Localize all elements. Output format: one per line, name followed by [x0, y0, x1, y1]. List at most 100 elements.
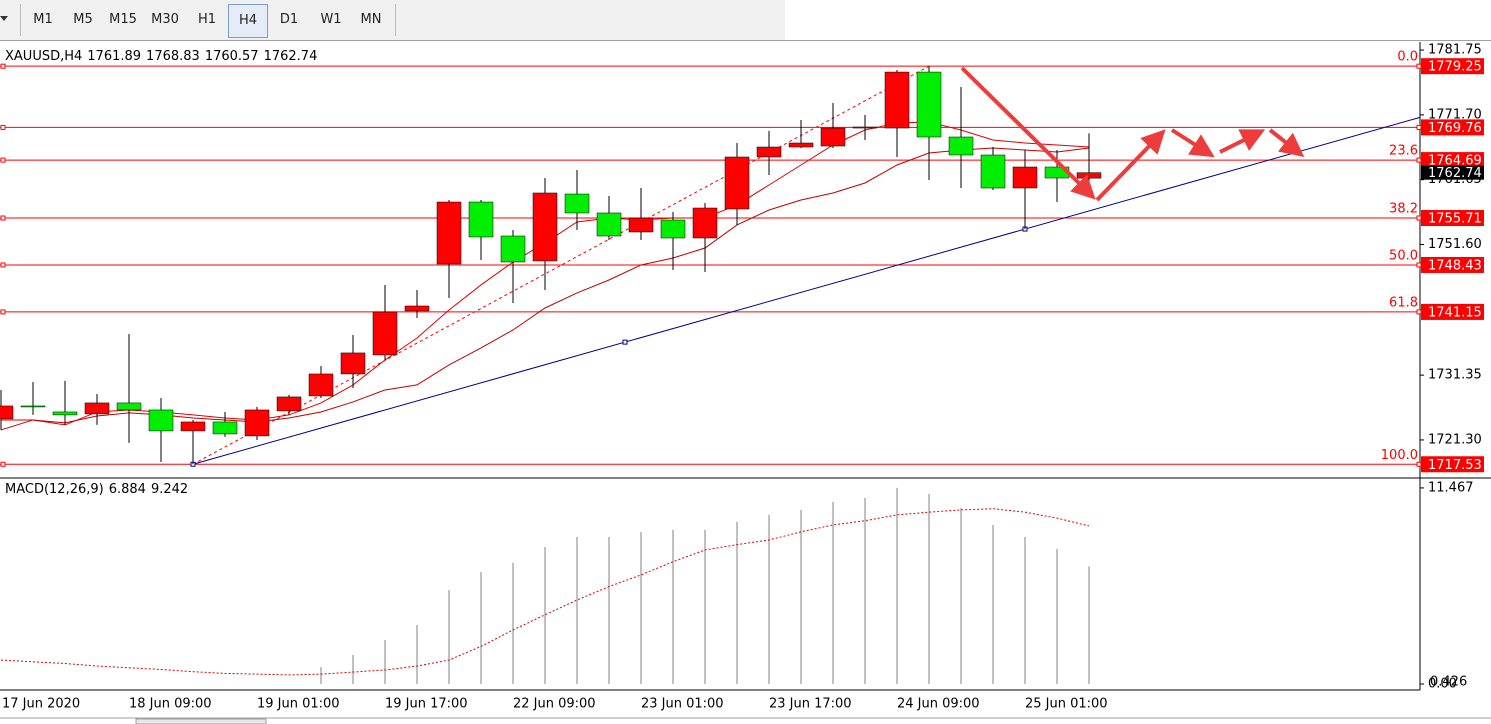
fib-anchor: [1416, 309, 1422, 315]
price-box-label: 1769.76: [1428, 121, 1482, 136]
indicator-header: MACD(12,26,9) 6.884 9.242: [5, 482, 188, 497]
current-price-box: [1421, 165, 1484, 180]
timeframe-button[interactable]: W1: [320, 12, 342, 27]
candle-body: [628, 217, 654, 233]
candle-body: [340, 352, 366, 375]
y-tick-label: 11.467: [1428, 480, 1474, 495]
price-box: [1421, 303, 1484, 320]
x-tick-label: 22 Jun 09:00: [513, 697, 596, 712]
arrow: [960, 66, 1096, 200]
indicator-value: 9.242: [151, 482, 188, 497]
indicator-value: 6.884: [109, 482, 146, 497]
candle-body: [404, 305, 430, 312]
candle-body: [276, 396, 302, 412]
candle-body: [532, 192, 558, 262]
fib-anchor: [0, 461, 6, 467]
candle-body: [116, 402, 142, 411]
candle-body: [820, 127, 846, 147]
x-tick-label: 19 Jun 17:00: [385, 697, 468, 712]
candle-body: [308, 373, 334, 397]
fib-anchor: [1416, 215, 1422, 221]
price-box-label: 1764.69: [1428, 154, 1482, 169]
timeframe-button[interactable]: M5: [73, 12, 93, 27]
dropdown-arrow[interactable]: [0, 16, 8, 21]
candle-body: [500, 235, 526, 263]
fib-label: 61.8: [1389, 295, 1418, 310]
y-tick-label: 1721.30: [1428, 432, 1482, 447]
timeframe-button[interactable]: H4: [228, 4, 268, 38]
fib-anchor: [1416, 63, 1422, 69]
fib-anchor: [0, 262, 6, 268]
y-tick-label: 1771.70: [1428, 107, 1482, 122]
y-tick-label: 1751.60: [1428, 237, 1482, 252]
fib-anchor: [1416, 124, 1422, 130]
candle-body: [756, 146, 782, 158]
price-box-label: 1748.43: [1428, 258, 1482, 273]
candle-body: [0, 405, 14, 420]
price-box: [1421, 456, 1484, 473]
fib-anchor: [1416, 461, 1422, 467]
candle-body: [596, 212, 622, 237]
candle-body: [564, 193, 590, 214]
candle-body: [20, 405, 46, 408]
candle-body: [436, 201, 462, 265]
fib-label: 100.0: [1381, 448, 1418, 463]
ohlc-value: 1768.83: [146, 49, 200, 64]
candle-body: [980, 154, 1006, 189]
x-tick-label: 25 Jun 01:00: [1025, 697, 1108, 712]
fib-trend: [192, 65, 930, 465]
tab[interactable]: [135, 718, 267, 724]
candle-body: [884, 71, 910, 129]
current-price-label: 1762.74: [1428, 166, 1482, 181]
candle-body: [948, 136, 974, 156]
fib-anchor: [0, 215, 6, 221]
y-tick-label: 1731.35: [1428, 368, 1482, 383]
price-box: [1421, 58, 1484, 75]
trendline-anchor: [622, 339, 628, 345]
timeframe-button[interactable]: D1: [279, 12, 299, 27]
separator: [395, 4, 396, 36]
fib-anchor: [1416, 262, 1422, 268]
candle-body: [724, 156, 750, 210]
arrow: [1170, 128, 1215, 158]
candle-body: [84, 402, 110, 415]
arrow: [1268, 128, 1305, 157]
ohlc-value: 1760.57: [205, 49, 259, 64]
fib-label: 0.0: [1397, 50, 1418, 65]
arrow: [1095, 129, 1166, 202]
fib-anchor: [0, 63, 6, 69]
price-box: [1421, 152, 1484, 169]
timeframe-button[interactable]: M30: [151, 12, 179, 27]
chart-header: XAUUSD,H4 1761.89 1768.83 1760.57 1762.74: [5, 49, 317, 64]
fib-anchor: [0, 309, 6, 315]
timeframe-button[interactable]: M15: [109, 12, 137, 27]
candle-body: [468, 201, 494, 238]
indicator-name: MACD(12,26,9): [5, 482, 104, 497]
x-tick-label: 18 Jun 09:00: [129, 697, 212, 712]
timeframe-button[interactable]: MN: [360, 12, 382, 27]
candle-body: [244, 409, 270, 437]
signal-line: [0, 508, 1090, 676]
divider: [0, 40, 1491, 41]
ohlc-value: 1762.74: [264, 49, 318, 64]
overlap-label: 0.426: [1430, 675, 1467, 690]
fib-anchor: [0, 124, 6, 130]
fib-label: 50.0: [1389, 248, 1418, 263]
price-box-label: 1779.25: [1428, 60, 1482, 75]
ohlc-value: 1761.89: [87, 49, 141, 64]
x-tick-label: 19 Jun 01:00: [257, 697, 340, 712]
price-box: [1421, 210, 1484, 227]
x-tick-label: 23 Jun 17:00: [769, 697, 852, 712]
candle-body: [1012, 166, 1038, 189]
candle-body: [660, 219, 686, 239]
price-box-label: 1717.53: [1428, 458, 1482, 473]
fib-anchor: [0, 157, 6, 163]
candle-body: [52, 411, 78, 416]
candle-body: [852, 126, 878, 129]
candle-body: [788, 142, 814, 148]
timeframe-button[interactable]: H1: [197, 12, 217, 27]
timeframe-button[interactable]: M1: [33, 12, 53, 27]
trendline: [192, 116, 1421, 465]
candle-body: [148, 409, 174, 432]
